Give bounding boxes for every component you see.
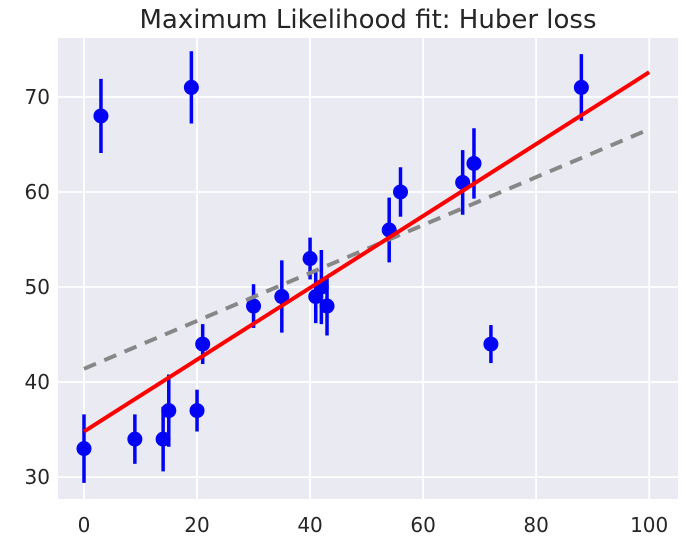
- chart-title: Maximum Likelihood fit: Huber loss: [139, 5, 596, 35]
- y-tick-label: 50: [25, 275, 50, 299]
- data-point: [127, 431, 143, 447]
- data-point: [274, 289, 290, 305]
- plot-area: [58, 38, 678, 499]
- x-tick-label: 60: [410, 513, 435, 537]
- data-point: [189, 403, 205, 419]
- data-point: [93, 108, 109, 124]
- x-tick-label: 40: [297, 513, 322, 537]
- data-point: [195, 336, 211, 352]
- data-point: [392, 184, 408, 200]
- y-tick-label: 60: [25, 180, 50, 204]
- plot-layers: 0 20 40 60 80 100 30 40 50 60 70: [25, 38, 678, 537]
- squared-loss-fit-line: [83, 127, 650, 371]
- data-point: [246, 298, 262, 314]
- x-tick-label: 20: [184, 513, 209, 537]
- data-point: [183, 79, 199, 95]
- data-point: [483, 336, 499, 352]
- x-tick-label: 100: [630, 513, 668, 537]
- data-point: [466, 155, 482, 171]
- y-tick-label: 70: [25, 85, 50, 109]
- data-point: [161, 403, 177, 419]
- huber-fit-line: [82, 70, 651, 434]
- data-point: [155, 431, 171, 447]
- data-point: [573, 79, 589, 95]
- x-tick-label: 80: [523, 513, 548, 537]
- data-point: [319, 298, 335, 314]
- y-tick-label: 40: [25, 370, 50, 394]
- data-point: [76, 441, 92, 457]
- y-tick-label: 30: [25, 465, 50, 489]
- data-point: [302, 251, 318, 267]
- x-tick-label: 0: [78, 513, 91, 537]
